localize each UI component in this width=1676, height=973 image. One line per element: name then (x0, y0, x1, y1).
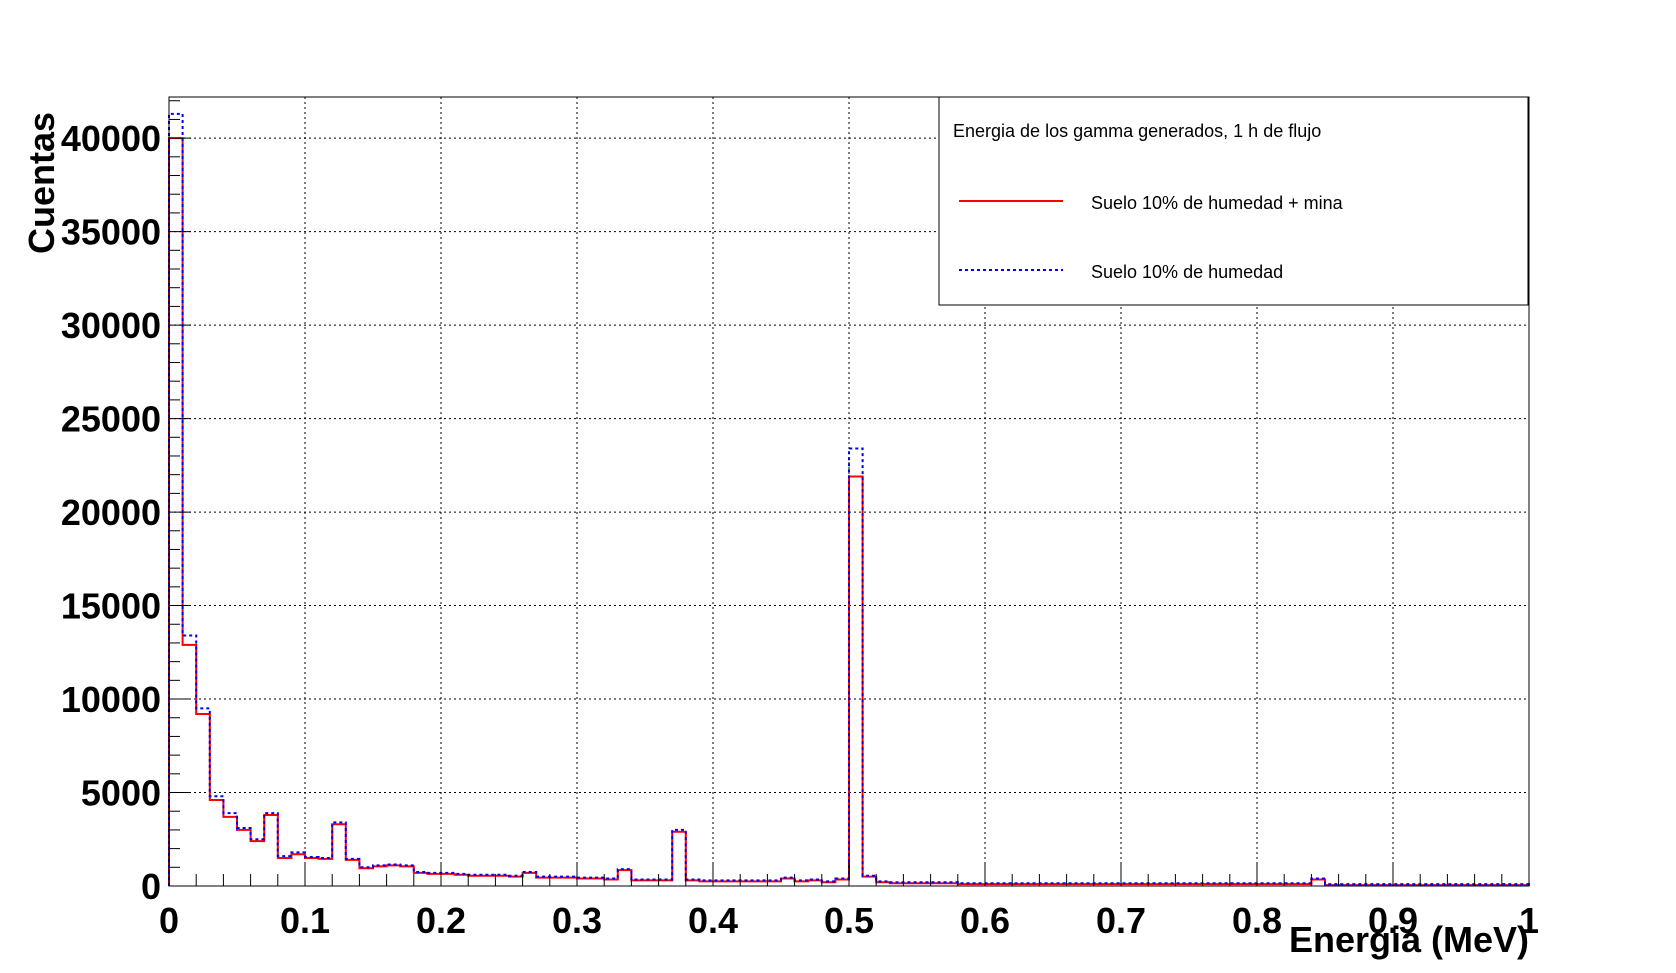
plot-frame (168, 96, 1530, 887)
legend-label-mina: Suelo 10% de humedad + mina (1091, 193, 1344, 213)
x-tick-label: 0 (159, 900, 179, 941)
x-axis-label: Energia (MeV) (1289, 919, 1529, 960)
x-tick-label: 0.4 (688, 900, 738, 941)
x-tick-label: 0.3 (552, 900, 602, 941)
y-tick-label: 0 (141, 866, 161, 907)
x-tick-label: 0.6 (960, 900, 1010, 941)
y-axis-tick-labels: 0 5000 10000 15000 20000 25000 30000 35000 40000 (61, 118, 161, 907)
legend-label-humedad: Suelo 10% de humedad (1091, 262, 1283, 282)
x-tick-label: 0.9 (1368, 900, 1418, 941)
x-tick-label: 0.2 (416, 900, 466, 941)
x-tick-label: 0.8 (1232, 900, 1282, 941)
x-tick-label: 1 (1519, 900, 1539, 941)
y-tick-label: 15000 (61, 586, 161, 627)
x-tick-label: 0.5 (824, 900, 874, 941)
y-tick-label: 40000 (61, 118, 161, 159)
y-tick-label: 20000 (61, 492, 161, 533)
y-tick-label: 35000 (61, 212, 161, 253)
series-layer (168, 112, 1530, 887)
y-tick-label: 25000 (61, 399, 161, 440)
series-line-mina (168, 137, 1530, 887)
y-axis-label: Cuentas (21, 112, 62, 254)
legend: Energia de los gamma generados, 1 h de f… (938, 96, 1529, 306)
x-tick-label: 0.1 (280, 900, 330, 941)
y-tick-label: 30000 (61, 305, 161, 346)
y-tick-label: 10000 (61, 679, 161, 720)
x-tick-label: 0.7 (1096, 900, 1146, 941)
x-axis-tick-labels: 0 0.1 0.2 0.3 0.4 0.5 0.6 0.7 0.8 0.9 1 (159, 900, 1539, 941)
legend-title: Energia de los gamma generados, 1 h de f… (953, 121, 1321, 141)
y-tick-label: 5000 (81, 773, 161, 814)
axes (168, 96, 1530, 887)
